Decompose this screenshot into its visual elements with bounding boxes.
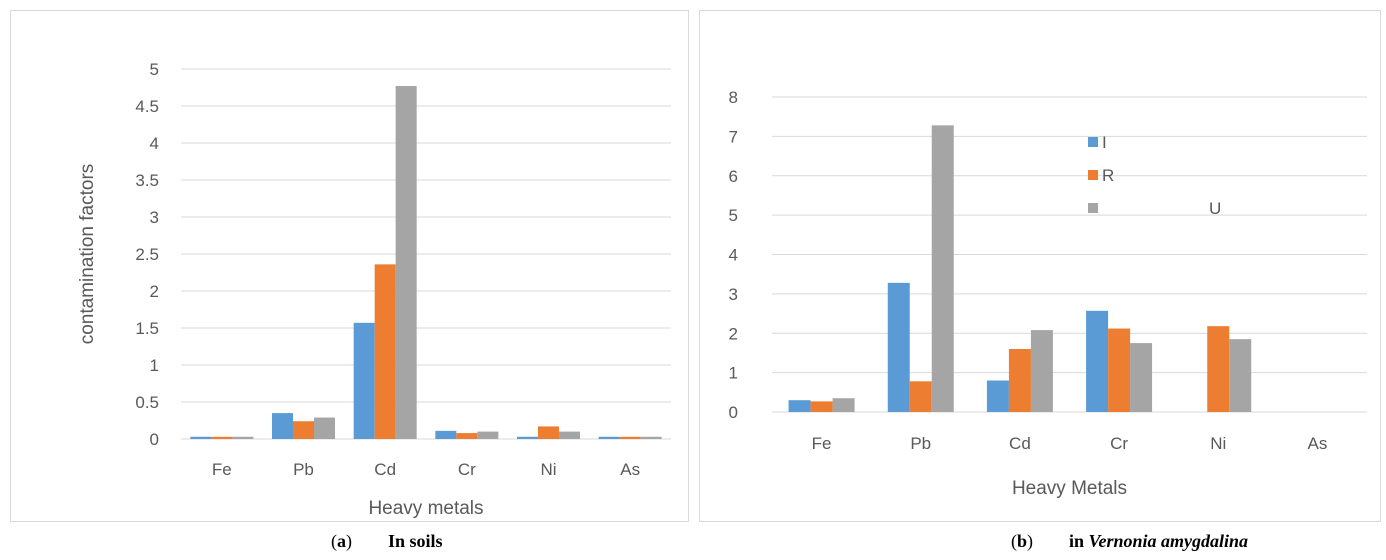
- legend-label-r: R: [1102, 166, 1114, 185]
- bar-ni-r: [1207, 326, 1230, 412]
- bar-ni-s3: [559, 431, 580, 439]
- legend-swatch-i: [1088, 137, 1098, 147]
- chart-soils: 0 0.5 1 1.5 2 2.5 3 3.5 4 4.5 5 Fe Pb Cd Cr Ni As Heavy m…: [77, 60, 671, 519]
- chart-vernonia: 0 1 2 3 4 5 6 7 8 Fe Pb Cd Cr Ni As Heavy Metals IR U: [729, 88, 1367, 499]
- bar-ni-s2: [538, 426, 559, 439]
- y-tick-label: 3: [729, 285, 738, 304]
- x-tick-label: Pb: [293, 460, 314, 479]
- bar-fe-s2: [211, 436, 233, 439]
- bar-as-s1: [598, 436, 620, 439]
- bar-cd-i: [986, 380, 1009, 412]
- y-tick-label: 5: [729, 206, 738, 225]
- x-tick-label: Ni: [1210, 434, 1226, 453]
- x-axis-title: Heavy metals: [368, 498, 483, 519]
- x-axis-title: Heavy Metals: [1012, 478, 1127, 499]
- caption-a: (a) In soils: [331, 531, 443, 551]
- y-tick-label: 0: [729, 403, 738, 422]
- x-tick-label: As: [1307, 434, 1327, 453]
- bar-pb-s1: [272, 413, 293, 439]
- x-tick-label: Cd: [374, 460, 396, 479]
- y-tick-label: 6: [729, 167, 738, 186]
- bar-cd-s3: [395, 86, 417, 440]
- bar-pb-i: [887, 282, 910, 412]
- caption-b-italic: Vernonia amygdalina: [1088, 531, 1249, 551]
- y-tick-label: 2: [150, 282, 159, 301]
- y-axis-title: contamination factors: [77, 164, 98, 345]
- legend-swatch-r: [1088, 170, 1098, 180]
- x-tick-label: Pb: [910, 434, 931, 453]
- legend: IR U: [1088, 133, 1221, 218]
- bar-cd-r: [1008, 349, 1031, 412]
- legend-swatch-u: [1088, 203, 1098, 213]
- y-tick-label: 0: [150, 430, 159, 449]
- bar-ni-s1: [517, 436, 538, 439]
- x-tick-label: Fe: [212, 460, 232, 479]
- bar-fe-u: [832, 398, 855, 412]
- bar-fe-r: [810, 401, 833, 412]
- y-tick-label: 5: [150, 60, 159, 79]
- gridlines: [181, 68, 671, 440]
- x-tick-label: As: [620, 460, 640, 479]
- y-tick-label: 4.5: [135, 97, 159, 116]
- bar-cd-u: [1030, 330, 1053, 412]
- bar-pb-r: [909, 381, 932, 412]
- bar-cr-r: [1108, 328, 1131, 412]
- bar-cr-u: [1130, 343, 1153, 412]
- y-tick-label: 8: [729, 88, 738, 107]
- bar-pb-s2: [293, 421, 314, 439]
- bar-fe-s3: [232, 436, 254, 439]
- bar-cd-s2: [374, 264, 396, 439]
- y-tick-label: 3: [150, 208, 159, 227]
- x-tick-label: Cd: [1009, 434, 1031, 453]
- x-tick-label: Ni: [540, 460, 556, 479]
- caption-b: (b) in Vernonia amygdalina: [1011, 531, 1249, 551]
- chart-panel-vernonia: 0 1 2 3 4 5 6 7 8 Fe Pb Cd Cr Ni As Heavy Metals I R U: [699, 10, 1381, 522]
- chart-panel-soils: 0 0.5 1 1.5 2 2.5 3 3.5 4 4.5 5 Fe Pb Cd Cr Ni As Heavy m…: [10, 10, 689, 522]
- bar-pb-s3: [314, 417, 335, 439]
- bar-cr-s1: [435, 430, 457, 439]
- bar-pb-u: [931, 125, 954, 412]
- x-tick-label: Cr: [458, 460, 476, 479]
- legend-label-i: I: [1102, 133, 1107, 152]
- y-tick-label: 2: [729, 324, 738, 343]
- y-tick-label: 4: [150, 134, 159, 153]
- y-tick-label: 1: [150, 356, 159, 375]
- y-tick-label: 7: [729, 127, 738, 146]
- bar-ni-u: [1229, 339, 1252, 412]
- bar-fe-s1: [190, 436, 212, 439]
- y-tick-label: 4: [729, 246, 738, 265]
- bar-as-s2: [619, 436, 641, 439]
- caption-b-label: b: [1017, 531, 1028, 551]
- x-tick-label: Cr: [1110, 434, 1128, 453]
- x-tick-label: Fe: [812, 434, 832, 453]
- caption-a-label: a: [337, 531, 346, 551]
- y-tick-label: 3.5: [135, 171, 159, 190]
- legend-label-u: U: [1209, 199, 1221, 218]
- bar-as-s3: [640, 436, 662, 439]
- bar-cr-i: [1086, 310, 1109, 412]
- caption-b-prefix: in: [1069, 531, 1089, 551]
- gridlines: [772, 96, 1367, 413]
- bar-cr-s2: [456, 433, 478, 439]
- bar-cd-s1: [353, 322, 375, 439]
- y-tick-label: 1.5: [135, 319, 159, 338]
- caption-a-text: In soils: [388, 531, 443, 551]
- bar-cr-s3: [477, 431, 499, 439]
- y-tick-label: 0.5: [135, 393, 159, 412]
- bar-fe-i: [788, 400, 811, 412]
- y-tick-label: 1: [729, 364, 738, 383]
- y-tick-label: 2.5: [135, 245, 159, 264]
